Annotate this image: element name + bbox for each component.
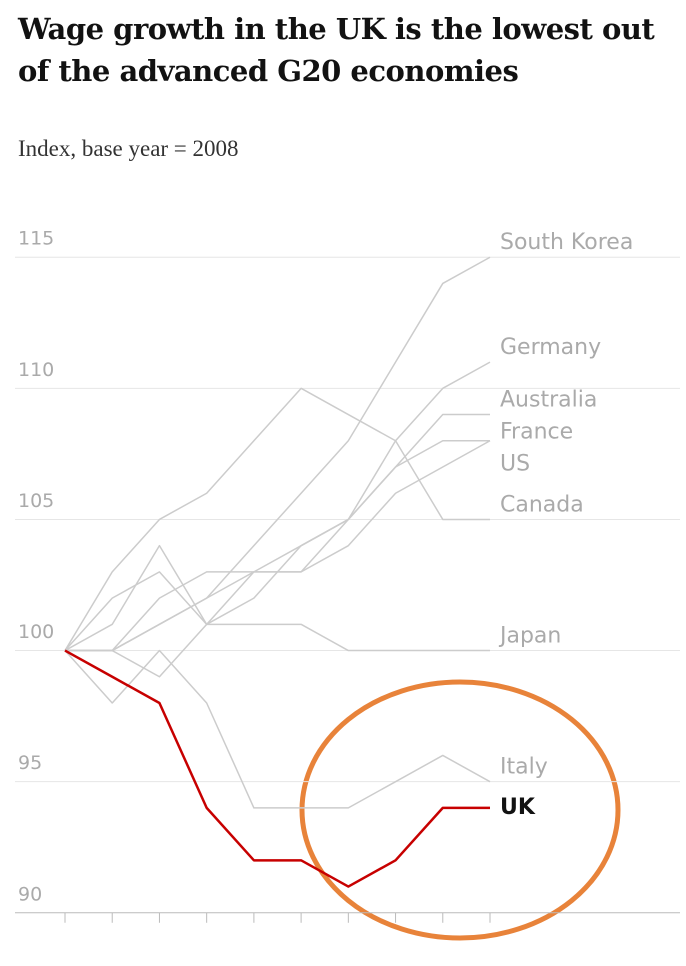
legend-label: US [500, 452, 530, 477]
line [65, 256, 491, 652]
legend-label: Germany [500, 335, 601, 360]
line [64, 571, 490, 652]
y-tick-label: 100 [18, 621, 54, 643]
legend-label: Australia [500, 388, 597, 413]
line [64, 649, 490, 888]
y-tick-label: 115 [18, 228, 54, 250]
legend-label: South Korea [500, 230, 633, 255]
legend-label: Italy [500, 755, 548, 780]
line [65, 440, 490, 652]
y-tick-label: 110 [18, 359, 54, 381]
chart-title: Wage growth in the UK is the lowest out … [18, 12, 655, 88]
y-tick-label: 95 [18, 752, 42, 774]
legend-label: UK [500, 795, 536, 820]
y-tick-label: 105 [18, 490, 54, 512]
legend-label: Japan [498, 624, 561, 649]
y-tick-label: 90 [18, 883, 42, 905]
line [64, 387, 490, 651]
highlight-circle [299, 679, 621, 941]
line [65, 440, 491, 652]
line [64, 649, 491, 809]
chart-subtitle: Index, base year = 2008 [18, 136, 239, 161]
legend-label: France [500, 420, 573, 445]
legend-label: Canada [500, 492, 584, 517]
